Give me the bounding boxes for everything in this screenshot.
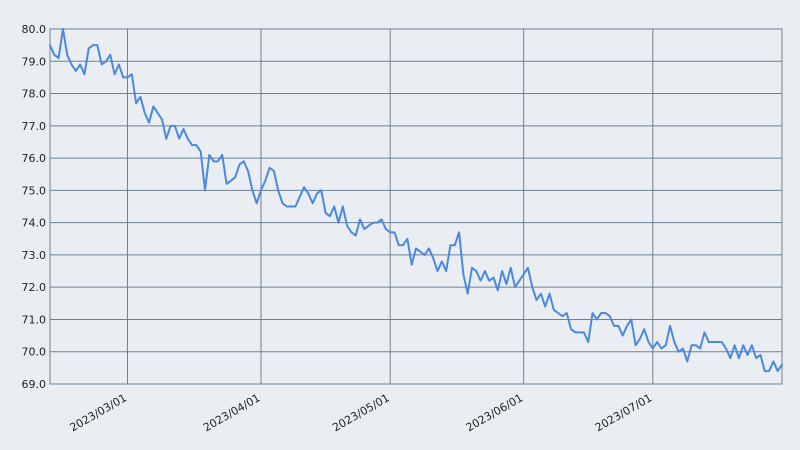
y-tick-label: 76.0 (22, 152, 47, 165)
series-line (49, 28, 783, 373)
y-tick-label: 70.0 (22, 346, 47, 359)
y-tick-label: 79.0 (22, 55, 47, 68)
y-tick-label: 72.0 (22, 281, 47, 294)
y-tick-label: 74.0 (22, 217, 47, 230)
y-tick-label: 75.0 (22, 184, 47, 197)
y-tick-label: 73.0 (22, 249, 47, 262)
series-layer (49, 28, 783, 373)
y-tick-label: 71.0 (22, 313, 47, 326)
y-tick-label: 78.0 (22, 88, 47, 101)
plot-frame (49, 28, 783, 385)
y-tick-label: 80.0 (22, 23, 47, 36)
y-tick-label: 77.0 (22, 120, 47, 133)
y-tick-labels: 69.0 70.0 71.0 72.0 73.0 74.0 75.0 76.0 77.0 78.0… (22, 23, 47, 391)
y-tick-label: 69.0 (22, 378, 47, 391)
